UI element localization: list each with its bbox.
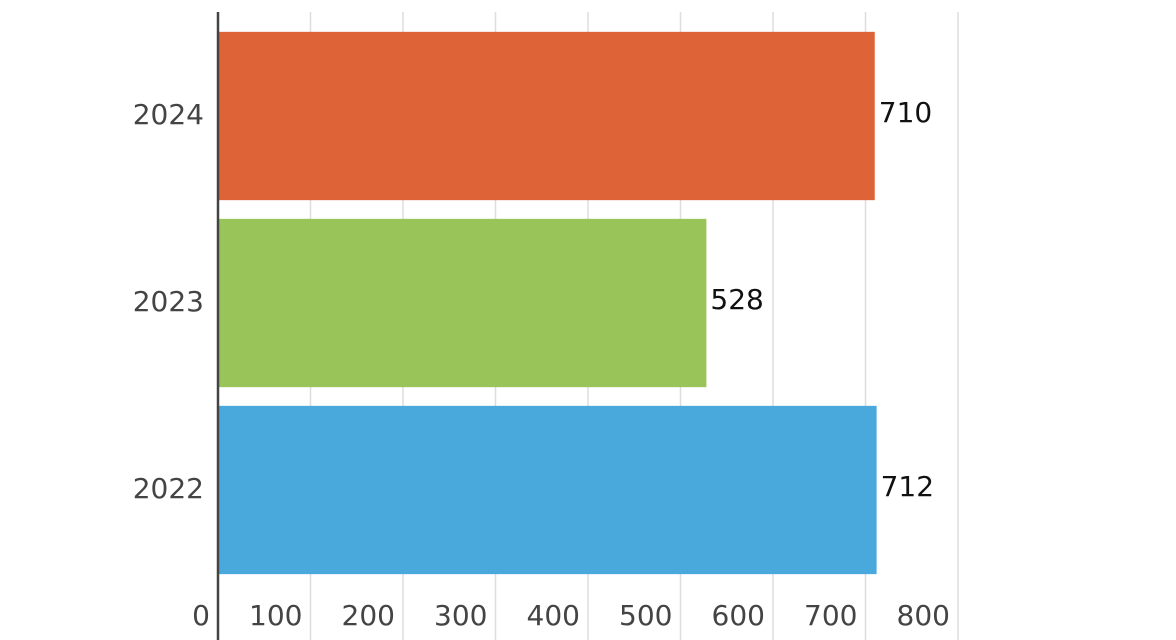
data-label: 712 (881, 470, 934, 503)
x-tick-label: 500 (619, 599, 672, 632)
x-tick-label: 600 (712, 599, 765, 632)
x-tick-label: 800 (897, 599, 950, 632)
bar (218, 405, 877, 575)
y-tick-label: 2022 (133, 472, 204, 505)
x-tick-label: 700 (804, 599, 857, 632)
data-label: 528 (710, 283, 763, 316)
x-tick-label: 300 (434, 599, 487, 632)
x-tick-label: 400 (527, 599, 580, 632)
x-tick-label: 200 (342, 599, 395, 632)
bar (218, 31, 875, 201)
bar (218, 218, 707, 388)
data-label: 710 (879, 96, 932, 129)
x-tick-label: 100 (249, 599, 302, 632)
y-tick-label: 2024 (133, 98, 204, 131)
y-tick-label: 2023 (133, 285, 204, 318)
x-tick-label: 0 (192, 599, 210, 632)
